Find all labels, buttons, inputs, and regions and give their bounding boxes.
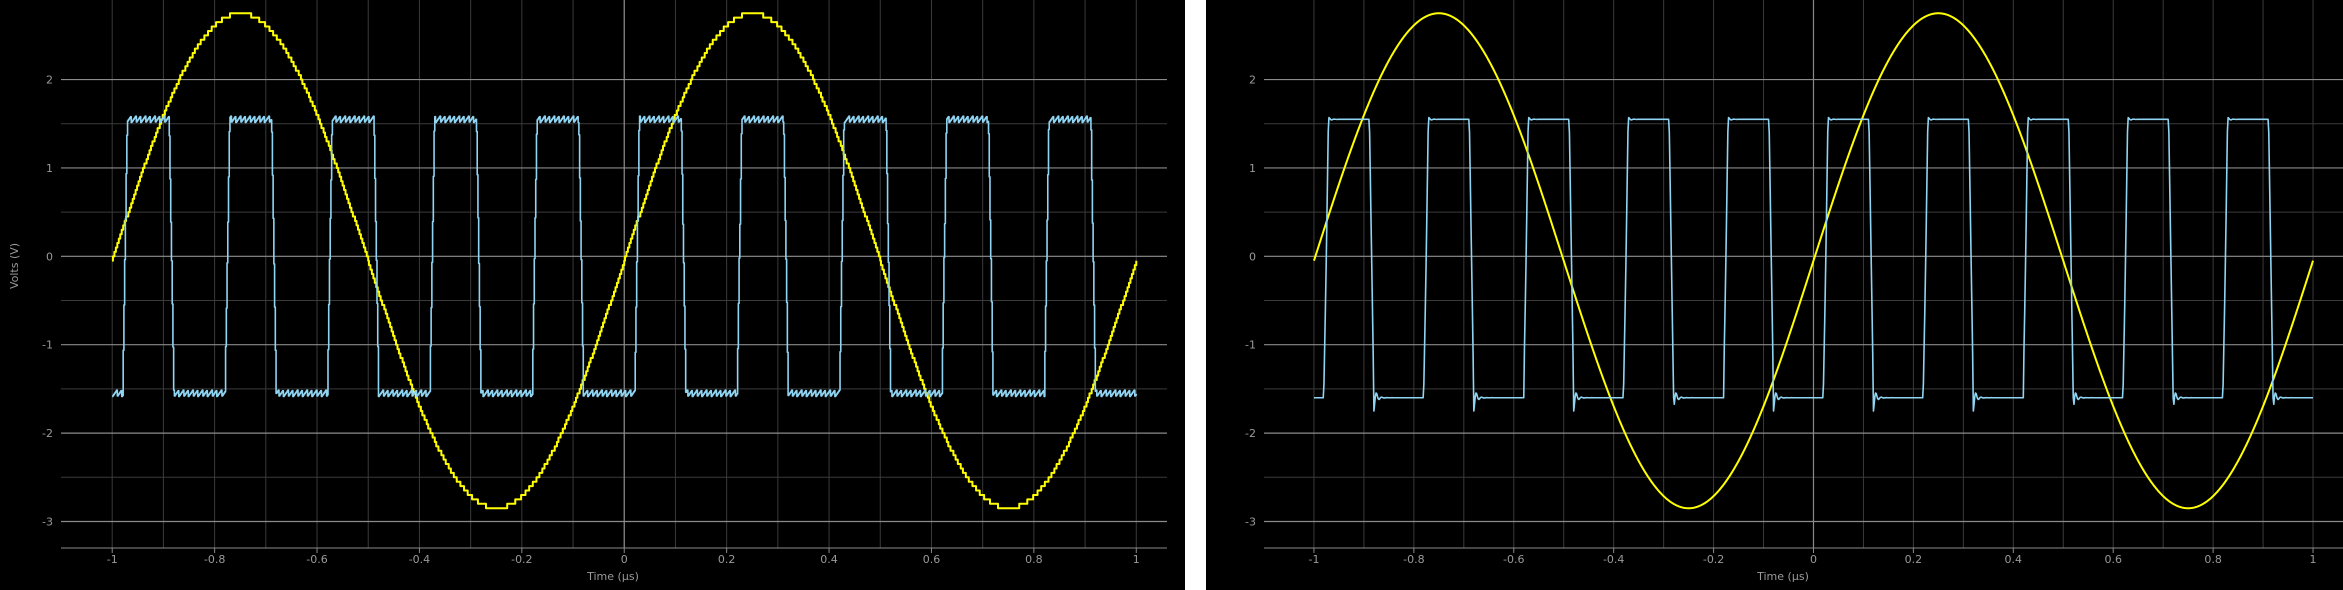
y-tick-label: -2 bbox=[42, 427, 53, 440]
y-tick-label: 0 bbox=[46, 250, 53, 263]
trace-square bbox=[1313, 116, 2314, 412]
x-tick-label: -0.8 bbox=[1403, 553, 1424, 566]
scope-plot-right: -1 -0.8 -0.6 -0.4 -0.2 0 0.2 0.4 0.6 0.8 1 2 1 0 -1 -2… bbox=[1206, 0, 2343, 590]
y-tick-label: 1 bbox=[46, 162, 53, 175]
x-tick-label: 0.2 bbox=[1905, 553, 1923, 566]
x-tick-label: -0.8 bbox=[204, 553, 225, 566]
x-tick-label: -0.4 bbox=[409, 553, 430, 566]
x-tick-label: 0.8 bbox=[2204, 553, 2222, 566]
x-tick-label: -0.4 bbox=[1603, 553, 1624, 566]
y-tick-label: 1 bbox=[1249, 162, 1256, 175]
scope-plot-left: -1 -0.8 -0.6 -0.4 -0.2 0 0.2 0.4 0.6 0.8 1 2 1 0 -1 -2… bbox=[0, 0, 1185, 590]
x-tick-label: 0.8 bbox=[1025, 553, 1043, 566]
y-tick-label: -2 bbox=[1245, 427, 1256, 440]
x-tick-label: -0.2 bbox=[1703, 553, 1724, 566]
y-axis-label: Volts (V) bbox=[8, 243, 21, 289]
x-tick-label: -0.6 bbox=[306, 553, 327, 566]
x-tick-label: 1 bbox=[1133, 553, 1140, 566]
trace-sine bbox=[1312, 12, 2314, 510]
x-axis-label: Time (μs) bbox=[1756, 570, 1809, 583]
y-tick-label: 0 bbox=[1249, 250, 1256, 263]
y-tick-label: -3 bbox=[1245, 515, 1256, 528]
x-tick-label: 0.2 bbox=[718, 553, 736, 566]
x-axis-label: Time (μs) bbox=[586, 570, 639, 583]
x-tick-label: 0.4 bbox=[820, 553, 838, 566]
x-tick-label: 0 bbox=[621, 553, 628, 566]
scope-plot-left-svg: -1 -0.8 -0.6 -0.4 -0.2 0 0.2 0.4 0.6 0.8 1 2 1 0 -1 -2… bbox=[8, 0, 1167, 583]
x-tick-label: 0.4 bbox=[2005, 553, 2023, 566]
x-tick-label: -1 bbox=[1308, 553, 1319, 566]
y-tick-label: 2 bbox=[46, 74, 53, 87]
y-tick-label: -3 bbox=[42, 515, 53, 528]
x-tick-label: -0.6 bbox=[1503, 553, 1524, 566]
trace-square bbox=[112, 115, 1138, 398]
trace-sine bbox=[111, 12, 1138, 510]
y-tick-label: 2 bbox=[1249, 74, 1256, 87]
x-tick-label: 1 bbox=[2310, 553, 2317, 566]
x-tick-label: -1 bbox=[107, 553, 118, 566]
x-tick-label: 0.6 bbox=[923, 553, 941, 566]
x-tick-label: 0.6 bbox=[2104, 553, 2122, 566]
y-tick-label: -1 bbox=[42, 339, 53, 352]
y-tick-label: -1 bbox=[1245, 339, 1256, 352]
x-tick-label: 0 bbox=[1810, 553, 1817, 566]
x-tick-label: -0.2 bbox=[511, 553, 532, 566]
scope-plot-right-svg: -1 -0.8 -0.6 -0.4 -0.2 0 0.2 0.4 0.6 0.8 1 2 1 0 -1 -2… bbox=[1245, 0, 2343, 583]
